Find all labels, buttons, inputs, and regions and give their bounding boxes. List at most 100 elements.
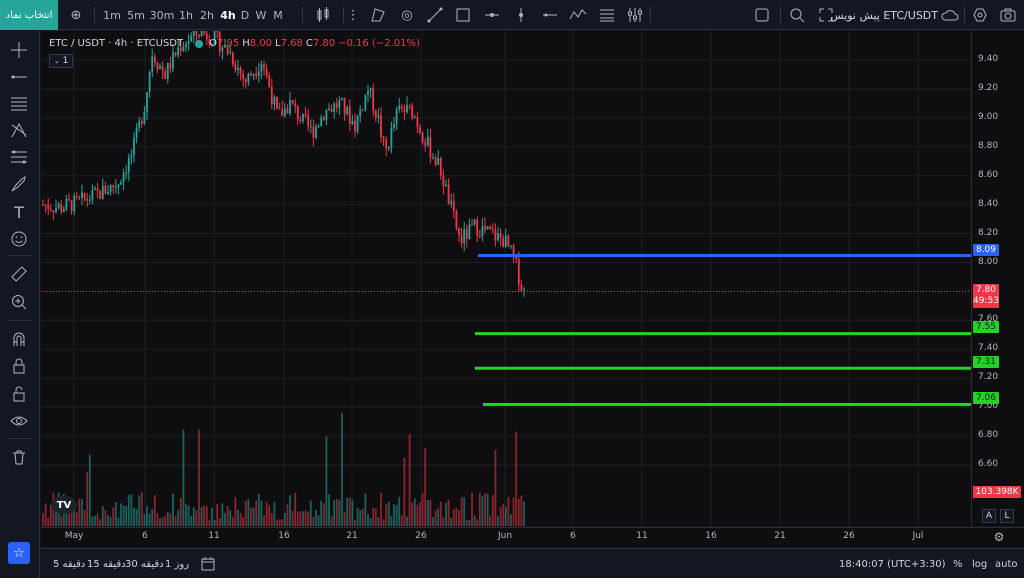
- interval-w[interactable]: W: [255, 8, 267, 22]
- price-chart[interactable]: [41, 31, 971, 526]
- range-1d[interactable]: 1 روز: [165, 558, 190, 570]
- volume-bar: [520, 495, 523, 526]
- rectangle-icon[interactable]: [453, 5, 473, 25]
- indicators-toggle-button[interactable]: ⌄ 1: [49, 54, 73, 68]
- zoom-in-icon[interactable]: [8, 291, 30, 313]
- candles-icon[interactable]: [313, 5, 333, 25]
- volume-bar: [486, 493, 489, 526]
- candle-body: [52, 210, 55, 213]
- chart-canvas[interactable]: [41, 31, 971, 526]
- add-symbol-icon[interactable]: ⊕: [70, 7, 82, 23]
- candle-body: [320, 117, 323, 126]
- volume-bar: [107, 515, 109, 526]
- time-tick-label: 6: [570, 531, 576, 541]
- horizontal-ray-icon[interactable]: [8, 66, 30, 88]
- candle-body: [312, 126, 315, 138]
- favorites-star-icon[interactable]: ☆: [8, 542, 30, 564]
- volume-bar: [343, 512, 346, 526]
- lock-drawing-icon[interactable]: [8, 355, 30, 377]
- camera-icon[interactable]: [998, 5, 1018, 25]
- interval-m[interactable]: M: [273, 8, 283, 22]
- symbol-name-label[interactable]: پیش نویس ETC/USDT: [830, 8, 938, 22]
- text-tool-icon[interactable]: T: [14, 202, 24, 222]
- polyline-icon[interactable]: [368, 5, 388, 25]
- candle-body: [99, 190, 102, 199]
- volume-bar: [442, 517, 445, 526]
- legend-title[interactable]: ETC / USDT · 4h · ETCUSDT: [49, 38, 184, 49]
- volume-bar: [138, 495, 141, 526]
- fib-channel-icon[interactable]: [8, 146, 30, 168]
- trend-line-icon[interactable]: [425, 5, 445, 25]
- lock-icon[interactable]: [8, 383, 30, 405]
- settings-icon[interactable]: ⚙: [993, 530, 1005, 544]
- volume-bar: [289, 495, 291, 526]
- date-range-icon[interactable]: [201, 549, 215, 578]
- ruler-icon[interactable]: [8, 263, 30, 285]
- time-tick-label: 26: [843, 531, 855, 541]
- interval-1h[interactable]: 1h: [179, 8, 193, 22]
- path-icon[interactable]: [568, 5, 588, 25]
- eye-icon[interactable]: [8, 410, 30, 432]
- interval-5m[interactable]: 5m: [127, 8, 145, 22]
- auto-scale-button[interactable]: A: [982, 509, 996, 523]
- volume-bar: [224, 513, 226, 526]
- brush-icon[interactable]: [8, 173, 30, 195]
- pitchfork-icon[interactable]: [8, 119, 30, 141]
- emoji-icon[interactable]: [8, 228, 30, 250]
- fib-retracement-icon[interactable]: [597, 5, 617, 25]
- volume-bar: [42, 513, 44, 526]
- vertical-line-icon[interactable]: [511, 5, 531, 25]
- candle-body: [452, 201, 455, 212]
- range-30m[interactable]: 30 دقیقه: [125, 558, 164, 570]
- clock-timezone[interactable]: 18:40:07 (UTC+3:30): [839, 558, 946, 570]
- cloud-icon[interactable]: [940, 5, 960, 25]
- volume-bar: [257, 493, 260, 526]
- settings-gear-icon[interactable]: [970, 5, 990, 25]
- drag-handle-icon[interactable]: ⋮: [346, 7, 360, 23]
- crosshair-icon[interactable]: [8, 39, 30, 61]
- trash-icon[interactable]: [8, 446, 30, 468]
- ray-icon[interactable]: [540, 5, 560, 25]
- price-scale[interactable]: [971, 31, 1024, 526]
- candle-body: [216, 31, 219, 32]
- magnet-icon[interactable]: [8, 328, 30, 350]
- fullscreen-icon[interactable]: [816, 5, 836, 25]
- parallel-channel-icon[interactable]: [8, 92, 30, 114]
- symbol-search-button[interactable]: انتخاب نماد: [0, 0, 58, 30]
- volume-bar: [385, 504, 388, 526]
- range-15m[interactable]: 15 دقیقه: [87, 558, 126, 570]
- candle-body: [73, 195, 76, 212]
- interval-d[interactable]: D: [240, 8, 250, 22]
- volume-bar: [380, 492, 382, 526]
- tradingview-logo-icon[interactable]: TV: [51, 496, 77, 514]
- target-icon[interactable]: ◎: [401, 7, 413, 23]
- indicator-count: 1: [62, 56, 69, 66]
- volume-bar: [276, 519, 278, 526]
- indicators-icon[interactable]: [625, 5, 645, 25]
- candle-body: [263, 64, 265, 69]
- candle-body: [88, 199, 91, 201]
- auto-toggle[interactable]: auto: [995, 558, 1018, 570]
- bar-countdown: 49:53: [973, 296, 999, 306]
- interval-1m[interactable]: 1m: [103, 8, 121, 22]
- interval-2h[interactable]: 2h: [200, 8, 214, 22]
- zoom-search-icon[interactable]: [787, 5, 807, 25]
- log-toggle[interactable]: log: [972, 558, 988, 570]
- candle-body: [411, 105, 414, 119]
- horizontal-line-icon[interactable]: [482, 5, 502, 25]
- volume-bar: [172, 493, 174, 526]
- volume-bar: [143, 514, 146, 526]
- time-tick-label: 16: [278, 531, 290, 541]
- range-5m[interactable]: 5 دقیقه: [53, 558, 86, 570]
- log-scale-button[interactable]: L: [1000, 509, 1014, 523]
- volume-bar: [434, 510, 437, 526]
- layout-square-icon[interactable]: [752, 5, 772, 25]
- interval-4h[interactable]: 4h: [220, 8, 236, 22]
- time-tick-label: Jul: [912, 531, 924, 541]
- interval-30m[interactable]: 30m: [149, 8, 175, 22]
- time-scale[interactable]: [41, 527, 1024, 547]
- percent-toggle[interactable]: %: [953, 558, 963, 570]
- volume-bar: [75, 512, 78, 526]
- volume-bar: [455, 508, 458, 526]
- candle-body: [224, 44, 226, 48]
